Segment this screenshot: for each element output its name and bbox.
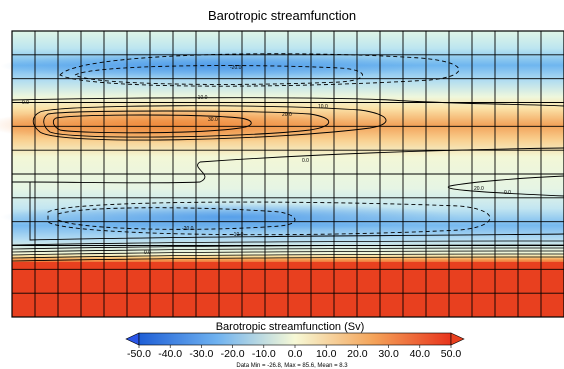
contour-line — [32, 105, 387, 141]
contour-label: 0.0 — [144, 250, 151, 256]
contour-label: 30.0 — [208, 117, 218, 123]
colorbar-tick-label: 0.0 — [288, 348, 303, 360]
contour-label: 0.0 — [302, 158, 309, 164]
colorbar-tick-label: -50.0 — [127, 348, 151, 360]
contour-line — [11, 256, 564, 262]
contour-line — [57, 207, 296, 230]
contour-label: -20.0 — [230, 65, 242, 71]
colorbar-tick-label: -30.0 — [189, 348, 213, 360]
contour-line — [59, 53, 460, 87]
contour-label: -10.0 — [232, 232, 244, 238]
contour-line — [11, 240, 564, 246]
contour-line — [43, 110, 330, 138]
contour-line — [74, 65, 363, 85]
contour-line — [11, 97, 564, 107]
contour-line — [11, 247, 564, 253]
contour-line — [199, 147, 564, 163]
colorbar-arrow-right — [450, 332, 465, 346]
colorbar-tick-label: 50.0 — [441, 348, 462, 360]
plot-area: -20.0 -10.0 0.0 10.0 20.0 30.0 0.0 20.0 … — [0, 30, 564, 318]
negative-gyre-south — [0, 203, 460, 231]
contour-line — [11, 253, 564, 259]
contour-line — [47, 201, 491, 236]
colorbar-label: Barotropic streamfunction (Sv) — [216, 321, 365, 333]
contour-line — [11, 250, 564, 256]
colorbar: Barotropic streamfunction (Sv) -50.0 -40.… — [125, 321, 465, 369]
contour-line — [12, 181, 564, 241]
contour-labels: -20.0 -10.0 0.0 10.0 20.0 30.0 0.0 20.0 … — [22, 65, 511, 256]
colorbar-tick-label: 10.0 — [316, 348, 337, 360]
chart-title: Barotropic streamfunction — [208, 8, 356, 23]
colorbar-tick-label: 20.0 — [347, 348, 368, 360]
contour-line — [29, 161, 206, 184]
contour-label: -20.0 — [182, 226, 194, 232]
plot-frame — [11, 30, 564, 318]
contour-line — [447, 175, 564, 197]
positive-jet-core — [0, 107, 355, 143]
contour-label: 20.0 — [282, 112, 292, 118]
contour-label: 0.0 — [22, 100, 29, 106]
data-stats: Data Min = -26.8, Max = 85.6, Mean = 8.3 — [236, 363, 348, 369]
colorbar-gradient — [138, 332, 452, 346]
grid-lines — [12, 31, 564, 317]
contour-label: 20.0 — [474, 186, 484, 192]
contour-line — [52, 114, 252, 134]
contour-label: 10.0 — [318, 104, 328, 110]
colorbar-arrow-left — [125, 332, 140, 346]
colorbar-tick-label: -20.0 — [221, 348, 245, 360]
contour-label: -10.0 — [196, 95, 208, 101]
contour-label: 0.0 — [504, 190, 511, 196]
colorbar-tick-label: 30.0 — [378, 348, 399, 360]
colorbar-tick-label: 40.0 — [410, 348, 431, 360]
colorbar-tick-label: -40.0 — [158, 348, 182, 360]
colorbar-tick-label: -10.0 — [252, 348, 276, 360]
